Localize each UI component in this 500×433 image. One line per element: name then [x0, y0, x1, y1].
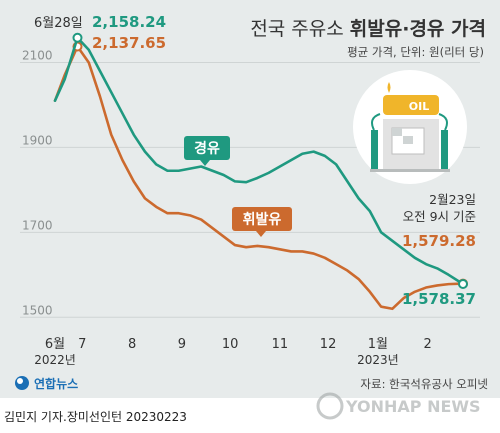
peak-marker [72, 32, 83, 43]
y-tick-label: 1500 [22, 303, 53, 317]
x-tick-label: 2 [424, 337, 432, 352]
yonhap-news-watermark: YONHAP NEWS [316, 392, 481, 420]
x-tick-sublabel: 2023년 [357, 353, 399, 367]
peak-diesel-label: 2,158.24 [92, 13, 166, 31]
title-bold: 휘발유·경유 가격 [349, 18, 486, 40]
y-tick-label: 1900 [22, 133, 53, 147]
peak-date-label: 6월28일 [34, 16, 83, 31]
x-tick-label: 10 [222, 337, 239, 352]
series-line-gasoline [53, 45, 465, 311]
x-tick-label: 7 [78, 337, 86, 352]
yonhap-logo-text: 연합뉴스 [34, 376, 78, 391]
x-tick-label: 6월 [45, 337, 65, 352]
y-tick-label: 1700 [22, 218, 53, 232]
x-tick-label: 11 [272, 337, 289, 352]
end-date-line2: 오전 9시 기준 [403, 209, 476, 224]
end-gasoline-label: 1,579.28 [402, 232, 476, 250]
gasoline-badge: 휘발유 [232, 207, 292, 237]
x-tick-label: 12 [320, 337, 337, 352]
y-tick-label: 2100 [22, 48, 53, 62]
oil-sign-text: OIL [409, 100, 429, 113]
gas-station-icon: OIL [353, 70, 467, 184]
diesel-badge-label: 경유 [194, 140, 220, 157]
x-tick-label: 9 [178, 337, 186, 352]
end-diesel-label: 1,578.37 [402, 290, 476, 308]
y-axis-ticks: 1500 1700 1900 2100 [22, 48, 53, 317]
credit-line: 김민지 기자.장미선인턴 20230223 [4, 410, 187, 424]
yonhap-logo: 연합뉴스 [15, 376, 78, 391]
end-date-line1: 2월23일 [429, 192, 476, 207]
end-marker [458, 278, 468, 289]
watermark-text: YONHAP NEWS [345, 397, 481, 416]
source-label: 자료: 한국석유공사 오피넷 [360, 377, 488, 391]
series-line-diesel [53, 36, 465, 286]
x-tick-label: 8 [128, 337, 136, 352]
x-tick-sublabel: 2022년 [34, 353, 76, 367]
chart-title: 전국 주유소 휘발유·경유 가격 [250, 14, 486, 41]
chart-subtitle: 평균 가격, 단위: 원(리터 당) [347, 45, 484, 59]
peak-gasoline-label: 2,137.65 [92, 34, 166, 52]
diesel-badge: 경유 [184, 136, 230, 166]
footer-bar [0, 398, 500, 433]
chart-panel [0, 0, 500, 398]
title-light: 전국 주유소 [250, 18, 350, 40]
series-lines [53, 32, 468, 311]
gasoline-badge-label: 휘발유 [243, 211, 282, 228]
x-tick-label: 1월 [368, 337, 388, 352]
